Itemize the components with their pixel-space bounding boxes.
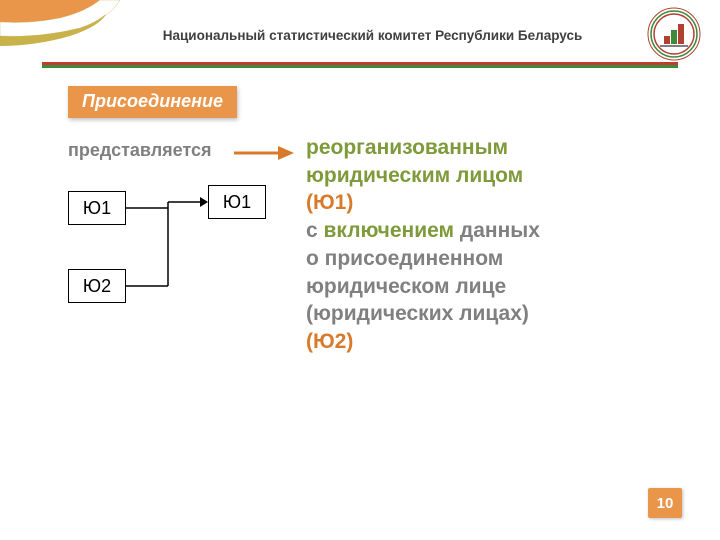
body-l1: реорганизованным bbox=[306, 136, 508, 159]
body-l5: о присоединенном bbox=[306, 247, 503, 270]
page-number: 10 bbox=[648, 488, 682, 518]
body-l6: юридическом лице bbox=[306, 275, 506, 298]
body-text: реорганизованным юридическим лицом (Ю1) … bbox=[306, 134, 680, 356]
body-l2: юридическим лицом bbox=[306, 164, 523, 187]
diagram-box-yu1-result: Ю1 bbox=[208, 185, 266, 219]
body-l3: (Ю1) bbox=[306, 191, 353, 214]
diagram-box-yu2-source: Ю2 bbox=[68, 269, 126, 303]
merger-diagram: Ю1 Ю2 Ю1 bbox=[68, 185, 288, 355]
body-l8: (Ю2) bbox=[306, 330, 353, 353]
header-divider bbox=[42, 62, 678, 68]
belstat-logo-icon bbox=[646, 6, 702, 62]
submitted-by-label: представляется bbox=[68, 140, 212, 161]
body-l4a: с bbox=[306, 219, 324, 242]
corner-decoration bbox=[0, 0, 140, 60]
diagram-box-yu1-source: Ю1 bbox=[68, 191, 126, 225]
body-l4b: включением bbox=[324, 219, 455, 242]
arrow-right-icon bbox=[234, 146, 294, 160]
body-l7: (юридических лицах) bbox=[306, 302, 529, 325]
body-l4c: данных bbox=[454, 219, 540, 242]
org-title: Национальный статистический комитет Респ… bbox=[120, 28, 625, 43]
section-label: Присоединение bbox=[68, 86, 237, 118]
